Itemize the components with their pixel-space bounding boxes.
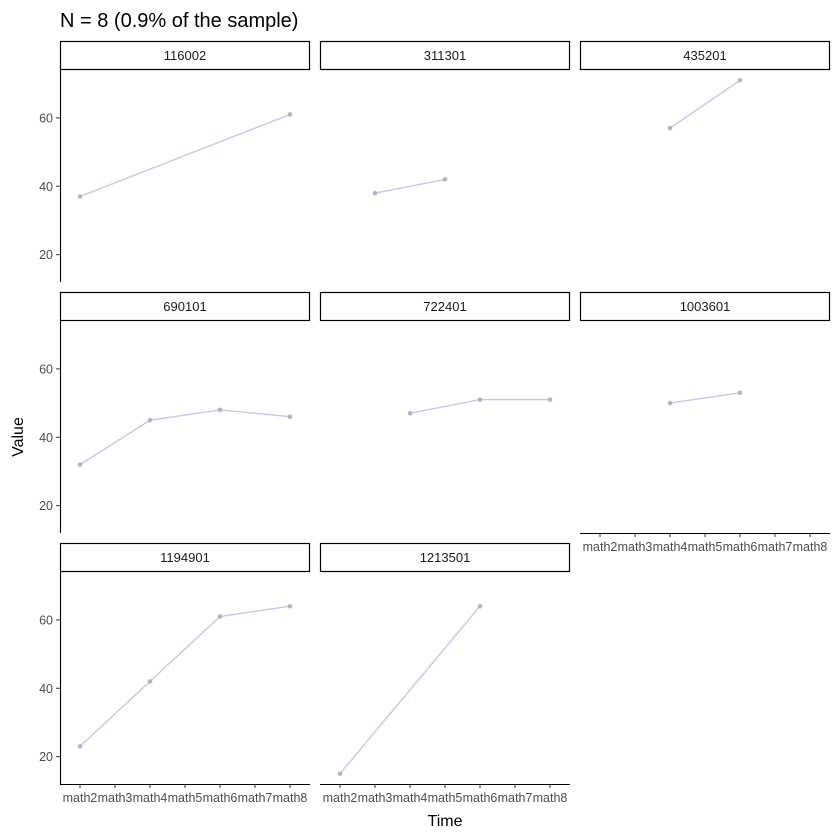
facet-panel-311301: 311301 xyxy=(319,40,571,196)
x-tick-label: math4 xyxy=(133,791,168,805)
facet-strip-label: 435201 xyxy=(683,48,726,63)
facet-panel-435201: 435201 xyxy=(579,40,831,131)
y-tick-label: 60 xyxy=(39,362,53,376)
facet-strip xyxy=(59,542,311,573)
data-point xyxy=(287,603,293,609)
y-tick-label: 40 xyxy=(39,180,53,194)
data-point xyxy=(77,194,83,199)
y-tick-label: 60 xyxy=(39,111,53,125)
y-tick-label: 40 xyxy=(39,682,53,696)
x-tick-label: math4 xyxy=(393,791,428,805)
y-tick-label: 60 xyxy=(39,613,53,627)
data-point xyxy=(442,177,448,182)
series-line xyxy=(374,178,446,194)
facet-strip xyxy=(319,542,571,573)
facet-strip-label: 690101 xyxy=(163,299,206,314)
facet-strip-label: 1194901 xyxy=(160,550,210,565)
x-axis-title: Time xyxy=(428,813,463,830)
data-point xyxy=(477,603,483,609)
data-point xyxy=(477,397,483,402)
facet-strip-label: 722401 xyxy=(423,299,466,314)
series-line xyxy=(669,79,741,129)
x-tick-label: math6 xyxy=(203,791,238,805)
x-tick-label: math5 xyxy=(428,791,463,805)
data-point xyxy=(147,679,153,684)
data-point xyxy=(737,390,743,396)
data-point xyxy=(217,614,223,619)
data-point xyxy=(667,125,673,131)
series-line xyxy=(669,392,741,404)
data-point xyxy=(372,190,378,196)
x-tick-label: math2 xyxy=(323,791,358,805)
x-tick-label: math8 xyxy=(273,791,308,805)
data-point xyxy=(287,112,293,117)
data-point xyxy=(147,417,153,423)
y-tick-label: 20 xyxy=(39,248,53,262)
facet-strip xyxy=(319,40,571,71)
facet-panel-722401: 722401 xyxy=(319,291,571,416)
facet-panel-690101: 690101 20 40 60 xyxy=(39,291,311,533)
x-tick-label: math6 xyxy=(463,791,498,805)
y-tick-label: 20 xyxy=(39,499,53,513)
data-point xyxy=(337,771,343,777)
x-tick-label: math2 xyxy=(583,540,618,554)
facet-strip-label: 1213501 xyxy=(420,550,471,565)
y-tick-label: 40 xyxy=(39,431,53,445)
data-point xyxy=(217,407,223,413)
x-tick-label: math5 xyxy=(168,791,203,805)
x-tick-label: math5 xyxy=(688,540,723,554)
series-line xyxy=(79,409,291,466)
x-tick-label: math6 xyxy=(723,540,758,554)
facet-strip xyxy=(579,40,831,71)
facet-panel-1213501: 1213501 math2 math3 math4 math5 math6 math7 mat… xyxy=(319,542,571,805)
facet-strip xyxy=(579,291,831,322)
series-line xyxy=(339,605,481,775)
x-tick-label: math7 xyxy=(238,791,273,805)
x-tick-label: math3 xyxy=(98,791,133,805)
data-point xyxy=(667,400,673,406)
x-tick-label: math7 xyxy=(498,791,533,805)
x-tick-label: math4 xyxy=(653,540,688,554)
facet-strip-label: 116002 xyxy=(164,48,206,63)
y-axis-title: Value xyxy=(10,417,27,457)
y-tick-label: 20 xyxy=(39,750,53,764)
facet-strip xyxy=(59,40,311,71)
facet-strip xyxy=(319,291,571,322)
data-point xyxy=(737,77,743,83)
facet-strip xyxy=(59,291,311,322)
facet-panel-116002: 116002 20 40 60 xyxy=(39,40,311,282)
facet-panels: 116002 20 40 60 311301 435201 690101 20 40 60 7224… xyxy=(39,40,831,805)
data-point xyxy=(77,462,83,467)
x-tick-label: math8 xyxy=(533,791,568,805)
data-point xyxy=(287,414,293,420)
facet-strip-label: 1003601 xyxy=(680,299,731,314)
facet-strip-label: 311301 xyxy=(424,48,466,63)
data-point xyxy=(547,397,553,402)
chart-title: N = 8 (0.9% of the sample) xyxy=(60,10,298,32)
series-line xyxy=(79,605,291,747)
data-point xyxy=(77,744,83,749)
x-tick-label: math3 xyxy=(358,791,393,805)
x-tick-label: math7 xyxy=(758,540,793,554)
x-tick-label: math8 xyxy=(793,540,828,554)
x-tick-label: math3 xyxy=(618,540,653,554)
facet-panel-1003601: 1003601 math2 math3 math4 math5 math6 math7 mat… xyxy=(579,291,831,554)
x-tick-label: math2 xyxy=(63,791,98,805)
data-point xyxy=(407,411,413,416)
series-line xyxy=(79,113,291,198)
